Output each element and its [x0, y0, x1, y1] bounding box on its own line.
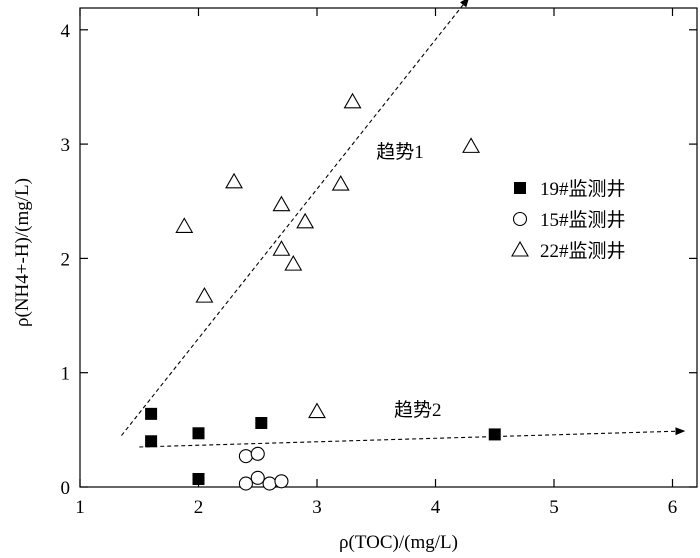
filled-square-point — [192, 472, 205, 485]
legend-label: 19#监测井 — [540, 178, 626, 200]
y-tick-label: 1 — [61, 364, 71, 385]
open-triangle-point — [343, 92, 362, 109]
axis-titles: ρ(TOC)/(mg/L) ρ(NH4+-H)/(mg/L) — [12, 178, 458, 553]
open-triangle-point — [272, 195, 291, 212]
trendlines — [121, 0, 686, 448]
trendline-2 — [139, 427, 686, 448]
open-circle-point — [250, 446, 265, 461]
trend-label-2: 趋势2 — [394, 399, 442, 421]
x-tick-label: 2 — [194, 497, 204, 518]
x-tick-label: 3 — [312, 497, 322, 518]
open-circle-point — [238, 449, 253, 464]
open-triangle-point — [331, 174, 350, 191]
y-tick-label: 0 — [61, 478, 71, 499]
filled-square-point — [145, 407, 158, 420]
y-axis-title: ρ(NH4+-H)/(mg/L) — [12, 178, 33, 327]
y-tick-label: 3 — [61, 135, 71, 156]
open-circle-point — [250, 470, 265, 485]
open-triangle-point — [308, 402, 326, 419]
open-triangle-point — [195, 287, 214, 303]
x-axis-title: ρ(TOC)/(mg/L) — [339, 532, 458, 553]
x-tick-label: 4 — [431, 497, 441, 518]
legend-marker — [514, 182, 526, 194]
data-points — [145, 92, 501, 491]
filled-square-point — [255, 416, 268, 429]
x-tick-label: 1 — [75, 497, 85, 518]
open-triangle-point — [284, 255, 303, 271]
open-triangle-point — [296, 212, 315, 229]
filled-square-point — [145, 435, 158, 448]
open-triangle-point — [462, 137, 480, 153]
annotations: 趋势1 趋势2 — [376, 141, 441, 421]
legend-marker — [511, 240, 529, 257]
open-triangle-point — [175, 217, 194, 233]
open-circle-point — [274, 474, 289, 489]
filled-square-point — [488, 428, 501, 441]
x-tick-label: 6 — [668, 497, 678, 518]
x-tick-label: 5 — [549, 497, 559, 518]
trend-label-1: 趋势1 — [376, 141, 424, 163]
open-triangle-point — [272, 240, 291, 256]
trendline-1 — [121, 0, 470, 436]
legend: 19#监测井 15#监测井 22#监测井 — [511, 178, 626, 262]
y-tick-label: 2 — [61, 249, 71, 270]
axes — [79, 7, 698, 488]
legend-label: 15#监测井 — [540, 209, 626, 231]
legend-label: 22#监测井 — [540, 240, 626, 262]
y-tick-label: 4 — [61, 21, 71, 42]
open-circle-point — [238, 476, 253, 491]
open-triangle-point — [225, 172, 243, 189]
open-circle-point — [262, 476, 277, 491]
legend-marker — [512, 211, 528, 227]
plot-frame — [79, 7, 698, 488]
filled-square-point — [192, 427, 205, 440]
